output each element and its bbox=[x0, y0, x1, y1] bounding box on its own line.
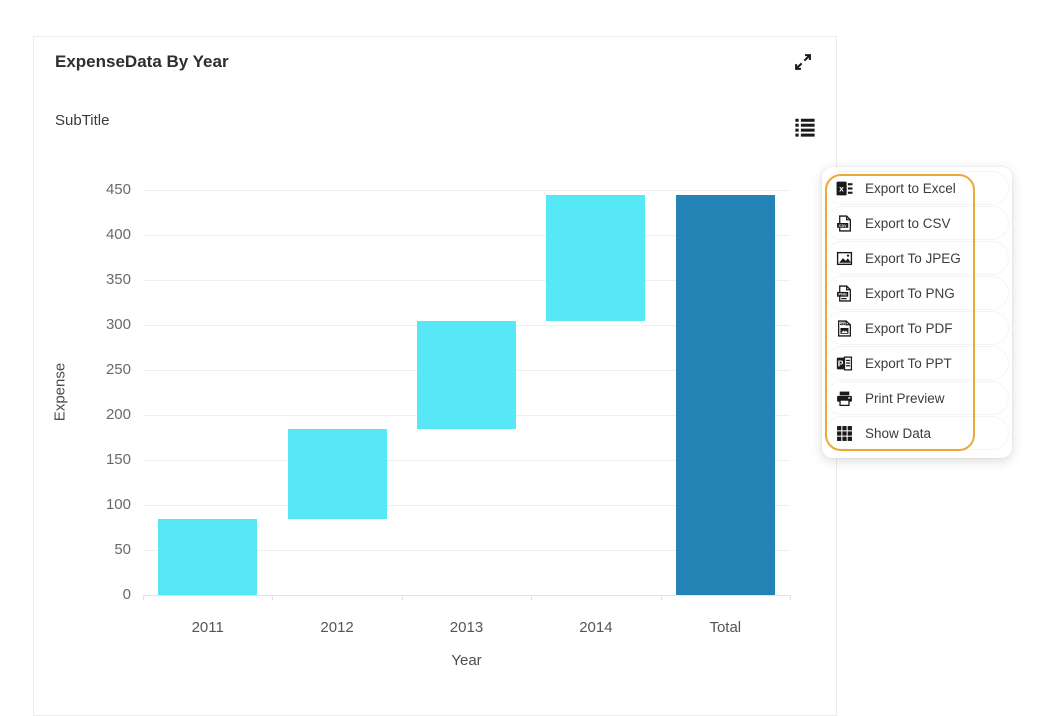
bar-2013[interactable] bbox=[417, 320, 516, 429]
grid-icon bbox=[836, 425, 853, 442]
menu-item-export-png[interactable]: PNG Export To PNG bbox=[825, 276, 1009, 310]
export-menu: x Export to Excel CSV Export to CSV bbox=[822, 167, 1012, 458]
x-axis-tick bbox=[790, 595, 791, 600]
widget-title: ExpenseData By Year bbox=[55, 52, 229, 71]
bar-2012[interactable] bbox=[287, 428, 387, 519]
page: ExpenseData By Year SubTitle Expense Yea… bbox=[33, 36, 1012, 716]
y-tick-label-100: 100 bbox=[105, 496, 131, 513]
y-tick-label-450: 450 bbox=[105, 181, 131, 198]
y-tick-label-200: 200 bbox=[105, 406, 131, 423]
x-axis-tick bbox=[660, 595, 662, 600]
y-tick-label-0: 0 bbox=[122, 586, 131, 603]
x-axis-title: Year bbox=[451, 652, 482, 669]
svg-text:P: P bbox=[838, 358, 844, 368]
x-axis-tick bbox=[401, 595, 403, 600]
y-tick-label-50: 50 bbox=[114, 541, 131, 558]
menu-item-export-ppt[interactable]: P Export To PPT bbox=[825, 346, 1009, 380]
csv-icon: CSV bbox=[836, 214, 853, 232]
maximize-button[interactable] bbox=[791, 51, 815, 75]
y-tick-label-350: 350 bbox=[105, 271, 131, 288]
svg-text:CSV: CSV bbox=[839, 223, 847, 227]
svg-text:PNG: PNG bbox=[838, 292, 846, 296]
menu-item-export-jpeg[interactable]: Export To JPEG bbox=[825, 241, 1009, 275]
gridline-450 bbox=[143, 189, 790, 191]
list-menu-icon bbox=[794, 118, 816, 141]
x-tick-label-2011: 2011 bbox=[191, 619, 224, 636]
menu-item-label: Export To PNG bbox=[865, 285, 955, 301]
menu-item-label: Export to CSV bbox=[865, 215, 951, 231]
x-tick-label-2012: 2012 bbox=[320, 619, 354, 636]
bar-2014[interactable] bbox=[546, 194, 646, 321]
x-tick-label-Total: Total bbox=[709, 619, 742, 636]
bar-Total[interactable] bbox=[675, 194, 775, 595]
gridline-0 bbox=[143, 594, 790, 596]
x-axis-tick bbox=[272, 595, 274, 600]
print-icon bbox=[836, 390, 853, 407]
gridline-50 bbox=[143, 549, 790, 551]
excel-icon: x bbox=[836, 180, 853, 197]
menu-item-export-pdf[interactable]: PDF Export To PDF bbox=[825, 311, 1009, 345]
svg-text:PDF: PDF bbox=[840, 321, 846, 325]
menu-item-label: Show Data bbox=[865, 425, 932, 441]
menu-item-print-preview[interactable]: Print Preview bbox=[825, 381, 1009, 415]
gridline-400 bbox=[143, 234, 790, 236]
y-tick-label-400: 400 bbox=[105, 226, 131, 243]
x-tick-label-2014: 2014 bbox=[579, 619, 613, 636]
gridline-150 bbox=[143, 459, 790, 461]
jpeg-icon bbox=[836, 250, 853, 267]
menu-item-label: Print Preview bbox=[865, 390, 945, 406]
menu-item-label: Export to Excel bbox=[865, 180, 956, 196]
menu-item-label: Export To PPT bbox=[865, 355, 952, 371]
x-axis-tick bbox=[531, 595, 533, 600]
x-axis-tick bbox=[143, 595, 144, 600]
widget-menu-button[interactable] bbox=[793, 116, 817, 140]
gridline-350 bbox=[143, 279, 790, 281]
menu-item-label: Export To PDF bbox=[865, 320, 953, 336]
ppt-icon: P bbox=[836, 355, 853, 372]
y-tick-label-150: 150 bbox=[105, 451, 131, 468]
menu-item-export-csv[interactable]: CSV Export to CSV bbox=[825, 206, 1009, 240]
menu-item-export-excel[interactable]: x Export to Excel bbox=[825, 171, 1009, 205]
y-tick-label-300: 300 bbox=[105, 316, 131, 333]
expand-arrows-icon bbox=[792, 54, 814, 76]
png-icon: PNG bbox=[836, 284, 853, 302]
bar-2011[interactable] bbox=[158, 518, 258, 595]
menu-item-show-data[interactable]: Show Data bbox=[825, 416, 1009, 450]
pdf-icon: PDF bbox=[836, 319, 853, 337]
menu-item-label: Export To JPEG bbox=[865, 250, 961, 266]
svg-text:x: x bbox=[839, 183, 844, 193]
y-tick-label-250: 250 bbox=[105, 361, 131, 378]
x-tick-label-2013: 2013 bbox=[449, 619, 484, 636]
gridline-100 bbox=[143, 504, 790, 506]
widget-subtitle: SubTitle bbox=[55, 112, 110, 129]
